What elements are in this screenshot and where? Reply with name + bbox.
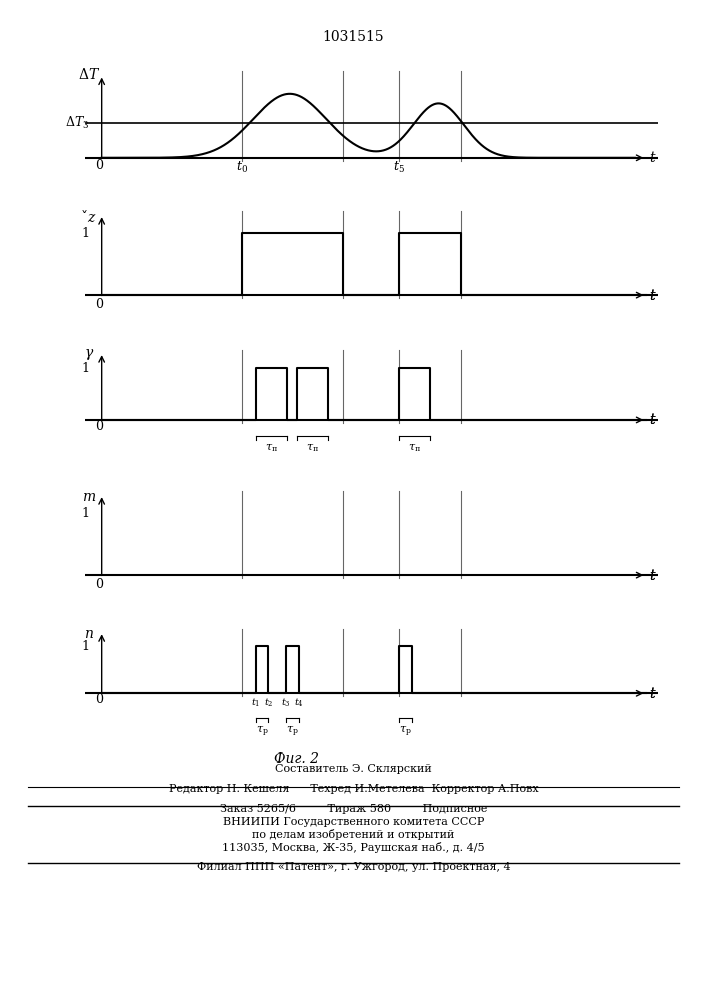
- Text: $\Delta T_3$: $\Delta T_3$: [65, 115, 89, 131]
- Text: $\mathit{\check{z}}$: $\mathit{\check{z}}$: [82, 209, 97, 225]
- Text: $t_0$: $t_0$: [236, 160, 248, 175]
- Text: 0: 0: [95, 693, 103, 706]
- Text: $\tau_\mathrm{p}$: $\tau_\mathrm{p}$: [256, 724, 269, 739]
- Text: $t$: $t$: [649, 412, 657, 427]
- Text: $t_3$: $t_3$: [281, 696, 291, 709]
- Text: 0: 0: [95, 420, 103, 433]
- Text: $1$: $1$: [81, 506, 89, 520]
- Text: 0: 0: [95, 578, 103, 591]
- Text: $\tau_\mathrm{\pi}$: $\tau_\mathrm{\pi}$: [306, 442, 319, 454]
- Text: Составитель Э. Склярский: Составитель Э. Склярский: [275, 764, 432, 774]
- Text: Заказ 5265/6         Тираж 580         Подписное: Заказ 5265/6 Тираж 580 Подписное: [220, 804, 487, 814]
- Text: $n$: $n$: [84, 627, 94, 641]
- Text: $\tau_\mathrm{p}$: $\tau_\mathrm{p}$: [286, 724, 299, 739]
- Text: Филиал ППП «Патент», г. Ужгород, ул. Проектная, 4: Филиал ППП «Патент», г. Ужгород, ул. Про…: [197, 862, 510, 872]
- Text: 113035, Москва, Ж-35, Раушская наб., д. 4/5: 113035, Москва, Ж-35, Раушская наб., д. …: [222, 842, 485, 853]
- Text: по делам изобретений и открытий: по делам изобретений и открытий: [252, 829, 455, 840]
- Text: Фиг. 2: Фиг. 2: [274, 752, 320, 766]
- Text: 0: 0: [95, 159, 103, 172]
- Text: $\tau_\mathrm{p}$: $\tau_\mathrm{p}$: [399, 724, 411, 739]
- Text: $t$: $t$: [649, 568, 657, 583]
- Text: $t$: $t$: [649, 568, 657, 583]
- Text: 0: 0: [95, 298, 103, 311]
- Text: $t$: $t$: [649, 288, 657, 303]
- Text: $m$: $m$: [82, 490, 96, 504]
- Text: $t_5$: $t_5$: [393, 160, 405, 175]
- Text: $t$: $t$: [649, 288, 657, 303]
- Text: $t$: $t$: [649, 686, 657, 701]
- Text: $\Delta T$: $\Delta T$: [78, 67, 100, 82]
- Text: $t_1$: $t_1$: [252, 696, 261, 709]
- Text: $t_2$: $t_2$: [264, 696, 273, 709]
- Text: Редактор Н. Кешеля      Техред И.Метелева  Корректор А.Повх: Редактор Н. Кешеля Техред И.Метелева Кор…: [169, 784, 538, 794]
- Text: $\tau_\mathrm{\pi}$: $\tau_\mathrm{\pi}$: [408, 442, 421, 454]
- Text: $t$: $t$: [649, 150, 657, 165]
- Text: $t_4$: $t_4$: [294, 696, 304, 709]
- Text: $\tau_\mathrm{\pi}$: $\tau_\mathrm{\pi}$: [265, 442, 278, 454]
- Text: $1$: $1$: [81, 639, 89, 653]
- Text: 1031515: 1031515: [322, 30, 385, 44]
- Text: $1$: $1$: [81, 226, 89, 240]
- Text: $t$: $t$: [649, 412, 657, 427]
- Text: $t$: $t$: [649, 686, 657, 701]
- Text: ВНИИПИ Государственного комитета СССР: ВНИИПИ Государственного комитета СССР: [223, 817, 484, 827]
- Text: $1$: $1$: [81, 361, 89, 375]
- Text: $\gamma$: $\gamma$: [84, 347, 95, 362]
